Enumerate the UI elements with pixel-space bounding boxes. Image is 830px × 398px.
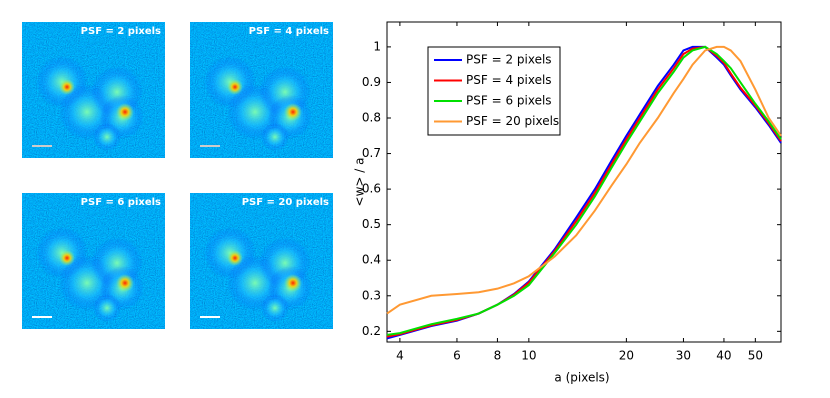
x-tick-label: 20 [619, 349, 634, 363]
panel-label: PSF = 4 pixels [249, 26, 329, 37]
plot-frame [386, 21, 782, 343]
panel-label: PSF = 2 pixels [81, 26, 161, 37]
y-tick-label: 0.4 [362, 253, 381, 267]
y-tick-label: 0.5 [362, 217, 381, 231]
plot: 0.2 0.3 0.4 0.5 0.6 0.7 0.8 0.9 1 4 6 8 10 20 30 40 50 PS… [362, 22, 782, 363]
y-tick-label: 1 [373, 39, 381, 53]
legend-box [427, 46, 561, 136]
image-panels: PSF = 2 pixels PSF = 4 pixels PSF = 6 pi… [22, 22, 333, 329]
y-tick-label: 0.8 [362, 111, 381, 125]
image-panel: PSF = 6 pixels [22, 193, 165, 329]
x-tick-label: 10 [521, 349, 536, 363]
image-panel: PSF = 2 pixels [22, 22, 165, 158]
series-line [386, 45, 782, 336]
y-tick-label: 0.7 [362, 146, 381, 160]
y-tick-label: 0.6 [362, 182, 381, 196]
y-tick-label: 0.3 [362, 288, 381, 302]
y-tick-label: 0.9 [362, 75, 381, 89]
image-panel: PSF = 4 pixels [190, 22, 333, 158]
x-tick-label: 8 [494, 349, 502, 363]
panel-label: PSF = 20 pixels [242, 197, 329, 208]
legend-label: PSF = 4 pixels [466, 73, 552, 87]
x-axis-label: a (pixels) [554, 371, 609, 385]
x-tick-label: 40 [716, 349, 731, 363]
x-tick-label: 6 [453, 349, 461, 363]
x-tick-label: 4 [396, 349, 404, 363]
legend-label: PSF = 6 pixels [466, 94, 552, 108]
image-panel: PSF = 20 pixels [190, 193, 333, 329]
series-line [386, 45, 782, 315]
y-axis-label: <w> / a [353, 158, 367, 207]
y-tick-label: 0.2 [362, 324, 381, 338]
legend-label: PSF = 20 pixels [466, 114, 559, 128]
panel-label: PSF = 6 pixels [81, 197, 161, 208]
x-tick-label: 50 [748, 349, 763, 363]
x-tick-label: 30 [676, 349, 691, 363]
legend-label: PSF = 2 pixels [466, 53, 552, 67]
